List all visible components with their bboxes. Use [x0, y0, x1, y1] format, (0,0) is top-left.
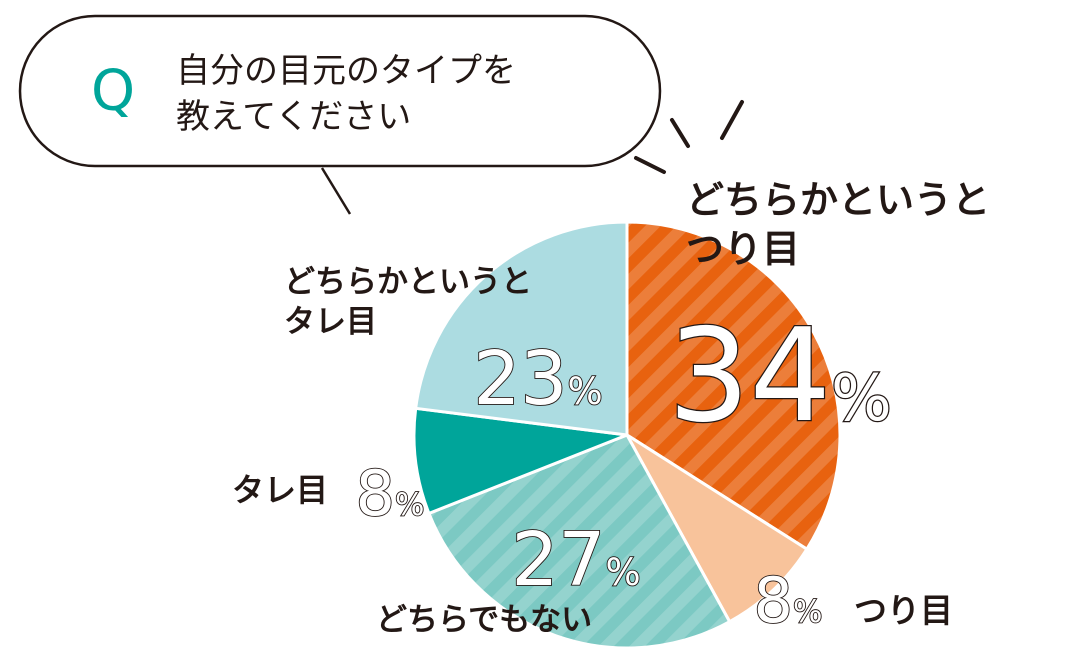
category-label: どちらでもない — [376, 602, 593, 638]
value-label: 23% — [473, 336, 602, 422]
value-label: 27% — [511, 517, 640, 603]
pie-slice — [414, 220, 629, 437]
category-label: どちらかというとタレ目 — [284, 264, 532, 341]
emphasis-lines — [634, 100, 744, 174]
question-line: 自分の目元のタイプを — [176, 51, 516, 91]
category-label: タレ目 — [232, 471, 329, 509]
value-labels: 34% 8% 27% 8% 23% — [355, 301, 893, 638]
pie — [412, 220, 842, 650]
speech-bubble — [18, 14, 662, 215]
value-label: 8% — [754, 564, 823, 637]
category-label: どちらかというとつり目 — [686, 178, 991, 272]
question-line: 教えてください — [176, 97, 412, 137]
pie-slice — [625, 433, 809, 624]
value-label: 8% — [356, 457, 425, 530]
pie-slice — [412, 406, 628, 516]
value-label: 34% — [668, 302, 892, 451]
slice-hatch — [428, 435, 730, 649]
category-label: つり目 — [854, 591, 953, 630]
question-mark: Q — [91, 59, 135, 124]
